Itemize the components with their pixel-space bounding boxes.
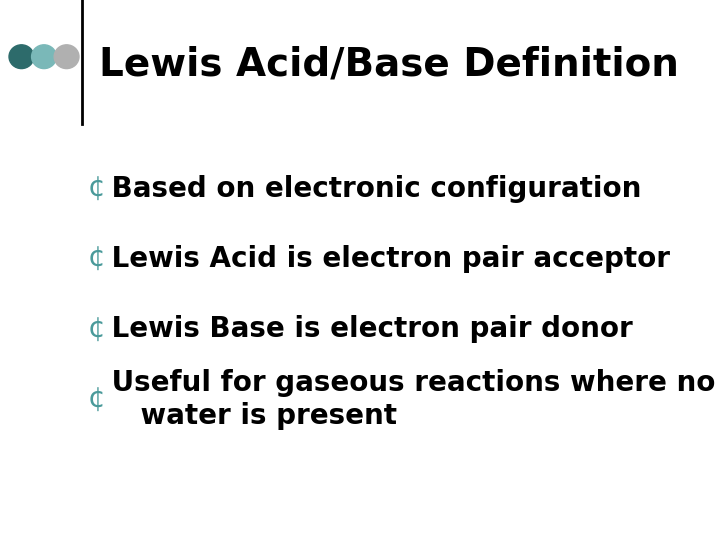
Circle shape [54,45,79,69]
Text: Based on electronic configuration: Based on electronic configuration [102,175,641,203]
Text: Lewis Base is electron pair donor: Lewis Base is electron pair donor [102,315,632,343]
Text: Lewis Acid/Base Definition: Lewis Acid/Base Definition [99,46,679,84]
Circle shape [32,45,56,69]
Text: Useful for gaseous reactions where no
    water is present: Useful for gaseous reactions where no wa… [102,369,715,430]
Text: ¢: ¢ [87,315,105,343]
Text: Lewis Acid is electron pair acceptor: Lewis Acid is electron pair acceptor [102,245,670,273]
Text: ¢: ¢ [87,386,105,414]
Text: ¢: ¢ [87,245,105,273]
Circle shape [9,45,34,69]
Text: ¢: ¢ [87,175,105,203]
